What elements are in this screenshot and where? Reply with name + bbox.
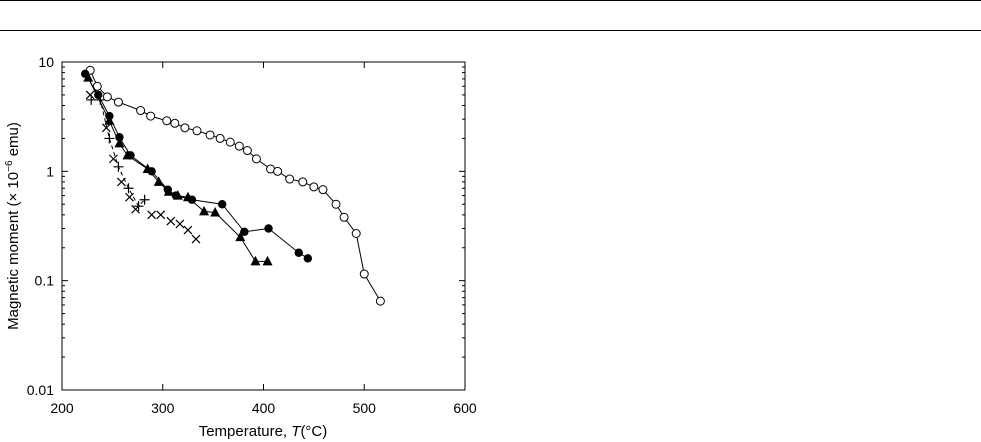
x-tick-label: 400 [252, 400, 276, 416]
point-open-circle [359, 269, 369, 279]
x-tick-label: 200 [50, 400, 74, 416]
point-filled-circle [264, 224, 273, 233]
point-filled-triangle [199, 205, 210, 216]
series-line-plus [91, 99, 145, 208]
point-open-circle [136, 106, 146, 116]
axis-ticks: 200 300 400 500 600 0.01 0.1 1 10 [27, 54, 477, 416]
point-open-circle [309, 182, 319, 192]
point-cross [101, 123, 111, 133]
point-open-circle [180, 123, 190, 133]
point-cross [108, 154, 118, 164]
point-open-circle [162, 116, 172, 126]
y-tick-label: 0.1 [35, 273, 55, 289]
y-tick-label: 1 [46, 163, 54, 179]
point-open-circle [170, 118, 180, 128]
x-tick-label: 500 [353, 400, 377, 416]
x-tick-label: 600 [453, 400, 477, 416]
point-open-circle [102, 92, 112, 102]
point-filled-triangle [104, 115, 115, 125]
plot-frame [61, 61, 466, 391]
point-filled-triangle [210, 207, 221, 217]
point-filled-triangle [122, 149, 133, 160]
point-open-circle [351, 229, 361, 239]
point-cross [147, 210, 157, 220]
point-filled-triangle [163, 186, 174, 196]
data-series [80, 65, 385, 306]
point-cross [175, 219, 185, 229]
point-open-circle [339, 212, 349, 222]
point-plus [123, 183, 134, 194]
point-cross [131, 204, 140, 214]
point-filled-triangle [172, 190, 183, 200]
point-filled-triangle [235, 231, 246, 242]
point-filled-circle [240, 227, 249, 236]
point-open-circle [234, 141, 244, 151]
point-filled-triangle [83, 72, 94, 82]
y-tick-label: 10 [38, 54, 54, 70]
x-axis-label: Temperature, T(°C) [199, 423, 328, 440]
point-cross [156, 210, 166, 220]
point-cross [166, 216, 176, 226]
point-filled-triangle [250, 255, 261, 266]
point-plus [104, 133, 115, 144]
point-plus [95, 94, 106, 105]
point-cross [85, 90, 95, 100]
point-cross [183, 225, 193, 235]
point-open-circle [318, 185, 328, 195]
point-filled-triangle [114, 137, 125, 148]
point-plus [139, 194, 150, 205]
point-open-circle [205, 130, 215, 140]
point-filled-circle [294, 248, 303, 257]
point-open-circle [242, 146, 252, 156]
header-rule [0, 30, 981, 31]
point-plus [113, 161, 124, 172]
point-filled-triangle [142, 163, 153, 174]
point-open-circle [251, 154, 261, 164]
y-axis-label: Magnetic moment (× 10−6 emu) [4, 122, 22, 330]
point-cross [191, 234, 201, 244]
point-open-circle [298, 177, 308, 187]
point-cross [125, 192, 134, 202]
point-open-circle [146, 111, 156, 121]
point-cross [117, 177, 126, 187]
point-open-circle [375, 296, 385, 306]
point-filled-triangle [262, 255, 273, 266]
point-open-circle [225, 137, 235, 147]
top-rule [0, 0, 981, 1]
point-open-circle [285, 174, 295, 184]
point-filled-triangle [153, 176, 164, 186]
y-tick-label: 0.01 [27, 382, 54, 398]
point-open-circle [192, 126, 202, 136]
point-filled-triangle [182, 191, 193, 202]
series-line-open-circle [89, 70, 381, 302]
point-open-circle [331, 199, 341, 209]
x-tick-label: 300 [151, 400, 175, 416]
point-open-circle [273, 166, 283, 176]
point-open-circle [113, 97, 123, 107]
point-filled-circle [217, 200, 227, 209]
point-filled-circle [303, 254, 313, 263]
point-open-circle [215, 133, 225, 143]
